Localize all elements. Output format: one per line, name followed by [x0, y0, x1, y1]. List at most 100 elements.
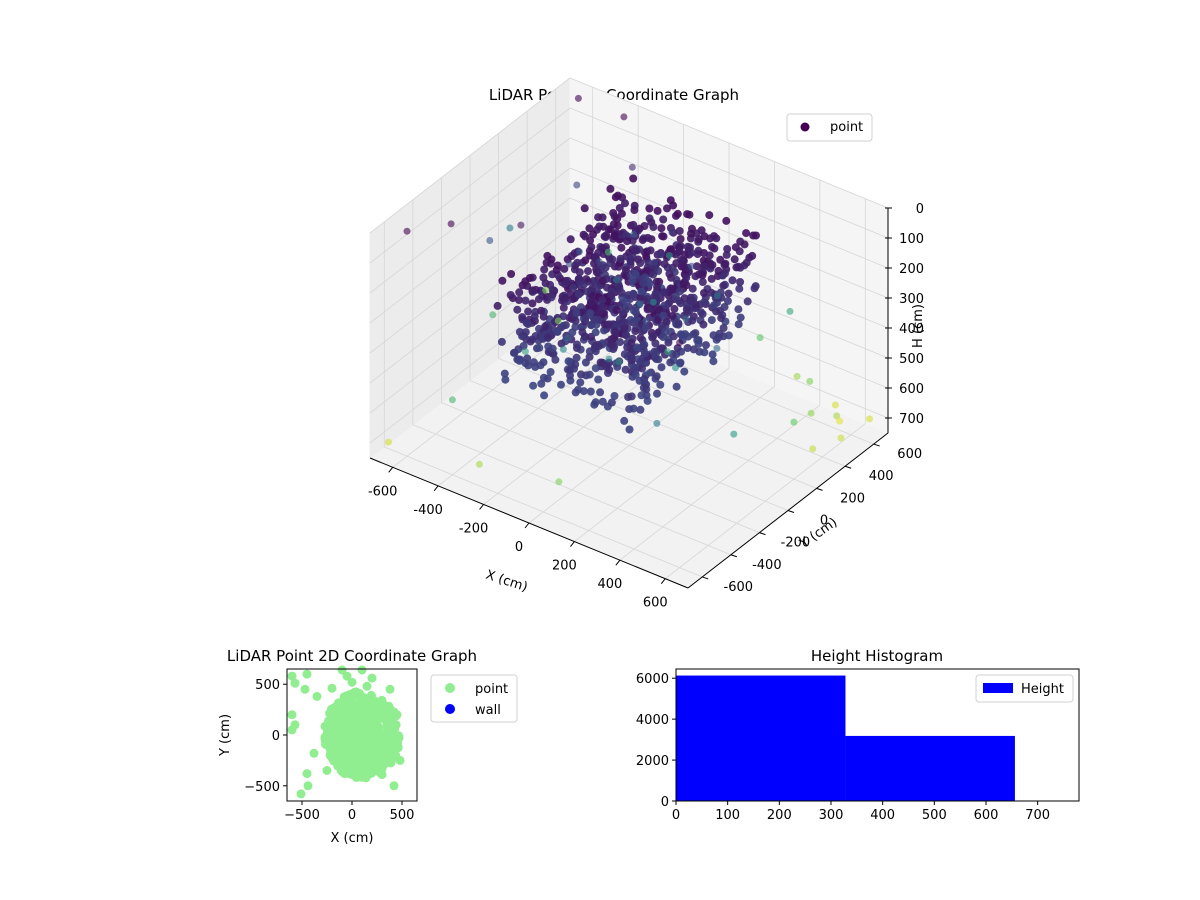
point-marker [586, 387, 595, 396]
point-marker [594, 375, 603, 384]
x-tick-label: 600 [974, 808, 999, 823]
point-marker [572, 309, 581, 318]
point-marker [586, 236, 595, 245]
point-marker [636, 357, 645, 366]
x-tick-label: 500 [390, 808, 415, 823]
point-marker [707, 274, 716, 283]
grid-line [369, 167, 571, 324]
point-marker [521, 348, 529, 355]
point-marker [525, 274, 534, 282]
point-marker [326, 709, 336, 719]
point-marker [571, 322, 580, 331]
point-marker [620, 323, 629, 332]
chart-3d: LiDAR Point 3D Coordinate Graph -600-400… [368, 76, 926, 611]
point-marker [589, 230, 597, 239]
point-marker [622, 231, 631, 240]
chart-3d-xlabel: X (cm) [484, 568, 530, 596]
point-marker [348, 714, 358, 724]
point-marker [641, 323, 650, 332]
legend-marker-point [445, 683, 455, 693]
point-marker [598, 277, 607, 286]
x-tick [660, 578, 666, 585]
point-marker [377, 695, 387, 705]
point-marker [709, 357, 718, 366]
legend-label-point: point [830, 120, 863, 135]
point-marker [296, 789, 306, 799]
legend-label-wall: wall [475, 703, 501, 718]
point-marker [531, 332, 540, 340]
grid-line [369, 77, 571, 234]
point-marker [671, 292, 680, 301]
grid-line [412, 424, 732, 556]
point-marker [312, 691, 322, 701]
point-marker [837, 434, 845, 442]
point-marker [560, 264, 569, 273]
point-marker [590, 316, 599, 325]
point-marker [356, 707, 366, 717]
point-marker [736, 278, 745, 286]
point-marker [448, 396, 456, 404]
point-marker [523, 281, 532, 290]
point-marker [355, 744, 365, 754]
histogram-bar [845, 735, 1015, 801]
point-marker [793, 372, 801, 380]
x-tick [524, 522, 530, 529]
y-tick-label: 500 [255, 678, 280, 693]
point-marker [683, 242, 692, 251]
grid-line [369, 257, 571, 414]
point-marker [659, 232, 668, 241]
point-marker [721, 259, 730, 268]
point-marker [657, 344, 666, 353]
point-marker [610, 392, 619, 400]
point-marker [565, 260, 573, 268]
x-tick [570, 541, 575, 547]
point-marker [636, 405, 645, 414]
point-marker [681, 330, 690, 339]
point-marker [623, 237, 632, 246]
point-marker [674, 320, 683, 329]
point-marker [651, 339, 660, 348]
point-marker [668, 312, 677, 320]
chart-3d-legend: point [786, 113, 873, 142]
point-marker [666, 245, 675, 254]
point-marker [612, 306, 621, 315]
point-marker [605, 355, 613, 363]
point-marker [569, 283, 578, 292]
point-marker [736, 313, 745, 322]
point-marker [564, 334, 572, 342]
point-marker [664, 348, 672, 356]
point-marker [578, 328, 587, 337]
point-marker [353, 754, 363, 764]
point-marker [621, 199, 629, 208]
point-marker [655, 305, 664, 314]
point-marker [630, 201, 639, 210]
point-marker [539, 373, 548, 382]
point-marker [698, 310, 707, 318]
point-marker [341, 768, 351, 777]
x-tick [479, 504, 484, 510]
point-marker [516, 355, 525, 364]
point-marker [600, 232, 609, 241]
point-marker [742, 229, 751, 238]
chart-2d-title: LiDAR Point 2D Coordinate Graph [227, 647, 477, 665]
point-marker [641, 273, 649, 282]
point-marker [665, 252, 673, 259]
point-marker [646, 246, 655, 255]
point-marker [663, 204, 671, 213]
point-marker [613, 191, 622, 200]
point-marker [617, 209, 626, 218]
point-marker [617, 288, 626, 297]
point-marker [403, 227, 411, 235]
point-marker [500, 369, 509, 378]
point-marker [610, 232, 619, 240]
point-marker [337, 731, 346, 741]
x-tick-label: 0 [515, 540, 523, 555]
point-marker [574, 94, 582, 102]
point-marker [660, 260, 669, 269]
point-marker [571, 388, 580, 397]
point-marker [625, 425, 634, 434]
x-tick-label: 0 [672, 808, 680, 823]
point-marker [659, 311, 668, 320]
point-marker [631, 269, 640, 278]
point-marker [386, 705, 396, 715]
